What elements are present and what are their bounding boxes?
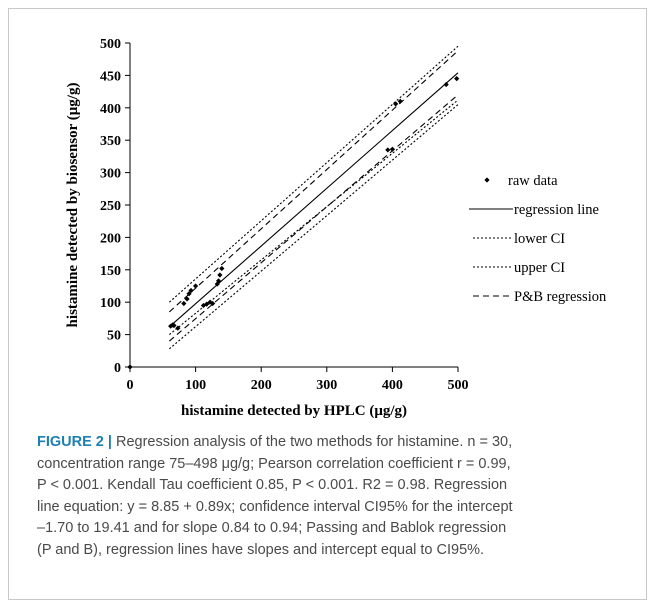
data-point (193, 283, 199, 289)
data-point (204, 301, 210, 307)
x-tick-label: 300 (316, 378, 337, 393)
legend-label: regression line (514, 202, 599, 218)
data-point (397, 98, 403, 104)
series-line-upper-ci (168, 45, 459, 303)
y-axis-label: histamine detected by biosensor (μg/g) (65, 83, 81, 328)
data-point (217, 272, 223, 278)
series-line-p-b-regression (168, 50, 459, 313)
caption-text-1: Regression analysis of the two methods f… (111, 434, 513, 450)
y-tick-label: 400 (100, 102, 121, 117)
y-tick-label: 350 (100, 134, 121, 149)
figure-frame: 0 100 200 300 400 500 0 50 100 150 200 250 300 350 400… (8, 8, 647, 600)
y-tick-label: 250 (100, 199, 121, 214)
y-tick-label: 150 (100, 264, 121, 279)
data-point (215, 278, 222, 284)
x-tick-label: 200 (251, 378, 272, 393)
caption-line-5: –1.70 to 19.41 and for slope 0.84 to 0.9… (37, 520, 507, 536)
y-tick-label: 300 (100, 167, 121, 182)
series-line-lower-ci (169, 104, 459, 350)
x-axis-label: histamine detected by HPLC (μg/g) (181, 403, 407, 419)
caption-line-1: FIGURE 2 | Regression analysis of the tw… (37, 432, 635, 454)
data-point (443, 81, 449, 88)
x-tick-label: 400 (382, 378, 403, 393)
data-point (184, 296, 190, 302)
legend-label: raw data (508, 173, 558, 189)
data-point (385, 147, 391, 153)
figure-label: FIGURE 2 | (37, 434, 112, 450)
data-point (186, 291, 192, 297)
data-point (168, 323, 174, 329)
x-tick-label: 100 (185, 378, 206, 393)
regression-chart: 0 100 200 300 400 500 0 50 100 150 200 250 300 350 400… (65, 37, 607, 419)
data-point (171, 322, 177, 329)
data-point (175, 325, 181, 331)
data-point (214, 281, 220, 287)
caption-line-4: line equation: y = 8.85 + 0.89x; confide… (37, 498, 513, 515)
legend-label: P&B regression (514, 289, 607, 305)
x-tick-label: 500 (448, 378, 469, 393)
data-point (389, 146, 395, 152)
series-line-p-b-regression (169, 94, 459, 342)
x-tick-label: 0 (127, 378, 134, 393)
y-tick-label: 200 (100, 231, 121, 246)
y-tick-label: 450 (100, 69, 121, 84)
caption-line-3: P < 0.001. Kendall Tau coefficient 0.85,… (37, 477, 508, 493)
data-point (127, 364, 133, 370)
data-point (454, 76, 460, 82)
y-tick-label: 0 (114, 361, 121, 376)
legend-label: lower CI (514, 231, 565, 247)
data-point (393, 101, 399, 107)
y-tick-label: 500 (100, 37, 121, 52)
legend-label: upper CI (514, 260, 565, 276)
caption-line-6: (P and B), regression lines have slopes … (37, 541, 485, 558)
data-point (188, 287, 194, 294)
data-point (210, 300, 216, 307)
y-tick-label: 100 (100, 296, 121, 311)
data-point (181, 300, 187, 307)
data-point (219, 265, 225, 272)
y-tick-label: 50 (107, 329, 121, 344)
figure-caption: FIGURE 2 | Regression analysis of the tw… (37, 432, 635, 561)
caption-line-2: concentration range 75–498 μg/g; Pearson… (37, 455, 511, 472)
legend-marker (484, 177, 490, 183)
series-line-regression-line (168, 72, 459, 328)
